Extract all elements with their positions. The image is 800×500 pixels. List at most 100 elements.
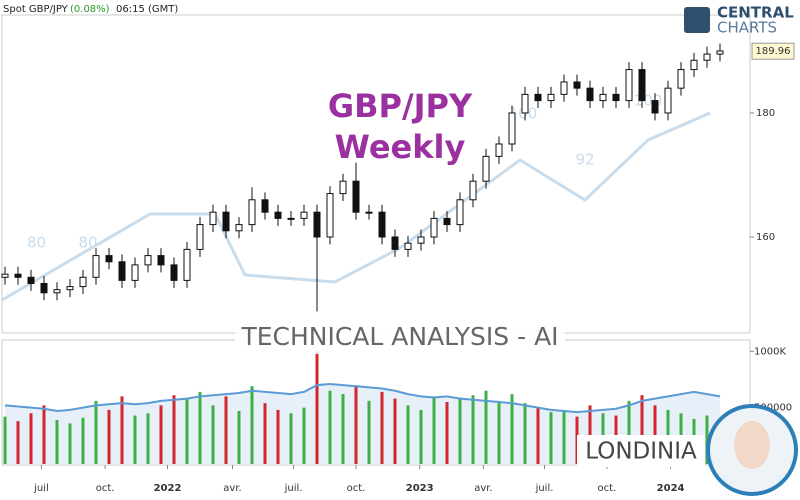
candle-body xyxy=(417,236,425,244)
volume-bar xyxy=(497,400,501,464)
volume-bar xyxy=(406,405,410,464)
x-tick-label: oct. xyxy=(598,483,617,494)
volume-bar xyxy=(549,412,553,464)
volume-bar xyxy=(42,405,46,464)
volume-bar xyxy=(523,403,527,464)
volume-bar xyxy=(627,400,631,464)
volume-bar xyxy=(419,409,423,464)
volume-bar xyxy=(107,409,111,464)
candle-body xyxy=(547,93,555,102)
volume-bar xyxy=(198,391,202,464)
candle-body xyxy=(209,211,217,226)
volume-bar xyxy=(224,396,228,464)
x-tick-label: 2023 xyxy=(406,483,434,494)
candle-body xyxy=(14,273,22,278)
volume-bar xyxy=(653,405,657,464)
candle-body xyxy=(92,255,100,278)
candle-body xyxy=(586,87,594,102)
volume-bar xyxy=(68,423,72,464)
volume-bar xyxy=(432,396,436,464)
y-tick-label: 500000 xyxy=(754,403,792,414)
y-tick-label: 180 xyxy=(756,108,775,119)
x-tick-label: avr. xyxy=(223,483,241,494)
candle-body xyxy=(235,224,243,232)
x-tick-label: oct. xyxy=(347,483,366,494)
candle-body xyxy=(40,282,48,294)
volume-bar xyxy=(146,413,150,464)
candle-body xyxy=(274,211,282,219)
candle-body xyxy=(495,143,503,157)
candle-body xyxy=(456,199,464,226)
candle-body xyxy=(183,248,191,281)
watermark-number: 100 xyxy=(509,105,538,123)
y-tick-label: 160 xyxy=(756,232,775,243)
volume-bar xyxy=(81,417,85,464)
logo-icon xyxy=(684,7,710,33)
watermark-number: 80 xyxy=(27,234,46,252)
candle-body xyxy=(326,193,334,238)
volume-bar xyxy=(172,395,176,464)
volume-bar xyxy=(133,415,137,464)
volume-bar xyxy=(94,400,98,464)
volume-bar xyxy=(276,409,280,464)
candle-body xyxy=(66,286,74,291)
x-tick-label: juil. xyxy=(535,483,554,494)
volume-bar xyxy=(445,402,449,464)
volume-bar xyxy=(315,351,319,464)
plot: 160 180 juil oct. 2022 avr. juil. oct. 2023 avr. j… xyxy=(1,42,795,494)
volume-bar xyxy=(458,397,462,464)
volume-bar xyxy=(289,413,293,464)
candle-body xyxy=(469,180,477,201)
candle-body xyxy=(612,93,620,102)
candle-body xyxy=(248,199,256,226)
volume-bar xyxy=(159,405,163,464)
volume-bar xyxy=(510,394,514,464)
candle-body xyxy=(573,81,581,89)
candle-body xyxy=(300,211,308,219)
candle-body xyxy=(534,93,542,102)
symbol: Spot GBP/JPY xyxy=(3,4,69,15)
logo-text: CENTRAL xyxy=(717,4,794,22)
y-tick-label: 1000K xyxy=(754,346,786,357)
watermark-banner: TECHNICAL ANALYSIS - AI xyxy=(240,322,558,351)
volume-bar xyxy=(263,403,267,464)
candle-body xyxy=(118,261,126,281)
candle-body xyxy=(443,217,451,226)
watermark-line xyxy=(1,111,711,302)
x-tick-label: juil. xyxy=(284,483,303,494)
volume-bar xyxy=(29,413,33,464)
candle-body xyxy=(170,264,178,281)
candle-body xyxy=(79,276,87,288)
time: 06:15 (GMT) xyxy=(116,4,178,15)
candle-body xyxy=(365,211,373,214)
x-tick-label: avr. xyxy=(474,483,492,494)
candle-body xyxy=(352,180,360,213)
candle-body xyxy=(1,273,9,278)
volume-bar xyxy=(536,407,540,464)
candle-body xyxy=(703,53,711,61)
candle-body xyxy=(482,155,490,182)
volume-bar xyxy=(185,398,189,464)
x-tick-label: oct. xyxy=(96,483,115,494)
candle-body xyxy=(430,217,438,238)
volume-bar xyxy=(302,407,306,464)
candle-body xyxy=(53,289,61,294)
volume-bar xyxy=(393,398,397,464)
volume-bar xyxy=(705,415,709,464)
candle-body xyxy=(521,93,529,114)
candle-body xyxy=(144,255,152,266)
candle-body xyxy=(261,199,269,213)
volume-bar xyxy=(3,416,7,464)
candle-body xyxy=(157,255,165,266)
candle-body xyxy=(690,59,698,71)
volume-average-line xyxy=(4,382,721,414)
volume-bar xyxy=(367,400,371,464)
candle-body xyxy=(404,242,412,250)
candle-body xyxy=(651,100,659,114)
candle-body xyxy=(222,211,230,232)
candle-body xyxy=(313,211,321,238)
brand-bg xyxy=(577,435,705,467)
candle-body xyxy=(638,69,646,102)
volume-bar xyxy=(588,405,592,464)
